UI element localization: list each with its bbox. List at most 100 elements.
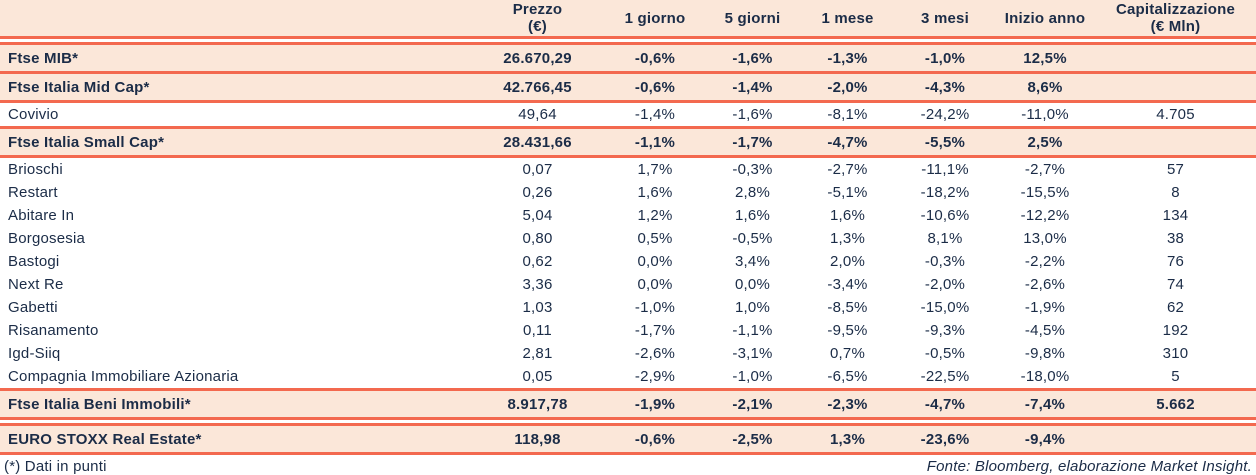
cell-inizio-anno: -15,5% [1020,184,1070,201]
cell-5-giorni: 0,0% [735,276,770,293]
cell-prezzo: 26.670,29 [503,49,572,67]
cell-inizio-anno: 12,5% [1023,49,1067,67]
cell-3-mesi: -24,2% [920,106,970,123]
cell-1-giorno: -1,1% [634,133,676,151]
cell-prezzo: 0,07 [522,161,553,178]
cell-3-mesi: -4,7% [924,395,966,413]
cell-1-giorno: -0,6% [634,430,676,448]
cell-5-giorni: -1,0% [732,368,773,385]
cell-3-mesi: -5,5% [924,133,966,151]
cell-1-giorno: -2,6% [634,345,676,362]
cell-1-giorno: -1,9% [634,395,676,413]
row-label: Next Re [8,276,64,293]
cell-inizio-anno: -11,0% [1021,106,1069,123]
table-footer: (*) Dati in punti Fonte: Bloomberg, elab… [0,455,1256,475]
cell-inizio-anno: -1,9% [1024,299,1066,316]
cell-inizio-anno: -2,7% [1024,161,1066,178]
row-label: Ftse Italia Mid Cap* [8,78,150,96]
cell-1-mese: -1,3% [827,49,868,67]
cell-1-giorno: 1,2% [637,207,673,224]
cell-5-giorni: -3,1% [732,345,773,362]
cell-prezzo: 1,03 [522,299,553,316]
cell-5-giorni: -2,5% [732,430,773,448]
cell-1-giorno: -1,0% [634,299,676,316]
cell-5-giorni: -2,1% [732,395,773,413]
cell-3-mesi: -0,5% [924,345,966,362]
cell-1-mese: -8,1% [827,106,868,123]
divider [0,100,1256,103]
cell-3-mesi: -9,3% [924,322,966,339]
cell-capitalizzazione: 310 [1162,345,1189,362]
cell-5-giorni: -1,4% [732,78,773,96]
cell-3-mesi: -11,1% [921,161,969,178]
cell-prezzo: 49,64 [518,106,557,123]
cell-capitalizzazione: 57 [1166,161,1185,178]
cell-1-giorno: -1,4% [634,106,676,123]
cell-3-mesi: 8,1% [927,230,963,247]
cell-capitalizzazione: 5 [1171,368,1180,385]
cell-prezzo: 28.431,66 [503,133,572,151]
row-label: EURO STOXX Real Estate* [8,430,202,448]
cell-5-giorni: -1,1% [732,322,773,339]
cell-capitalizzazione: 76 [1166,253,1185,270]
cell-5-giorni: -0,5% [732,230,773,247]
row-label: Compagnia Immobiliare Azionaria [8,368,239,385]
row-label: Ftse MIB* [8,49,79,67]
table-row: Covivio 49,64 -1,4% -1,6% -8,1% -24,2% -… [0,103,1256,126]
row-label: Restart [8,184,58,201]
table-row: Borgosesia 0,80 0,5% -0,5% 1,3% 8,1% 13,… [0,227,1256,250]
cell-3-mesi: -15,0% [920,299,970,316]
cell-3-mesi: -1,0% [924,49,966,67]
table-row: Igd-Siiq 2,81 -2,6% -3,1% 0,7% -0,5% -9,… [0,342,1256,365]
cell-1-mese: -5,1% [827,184,868,201]
cell-5-giorni: 1,6% [735,207,770,224]
cell-1-mese: -2,7% [827,161,868,178]
row-label: Abitare In [8,207,75,224]
table-row: Brioschi 0,07 1,7% -0,3% -2,7% -11,1% -2… [0,158,1256,181]
cell-capitalizzazione: 38 [1166,230,1185,247]
cell-1-giorno: 1,6% [637,184,673,201]
cell-1-mese: 1,6% [830,207,865,224]
cell-inizio-anno: -18,0% [1020,368,1070,385]
cell-prezzo: 0,80 [522,230,553,247]
cell-5-giorni: 2,8% [735,184,770,201]
cell-capitalizzazione: 5.662 [1156,395,1195,413]
divider [0,126,1256,129]
col-header-3-mesi: 3 mesi [921,9,969,27]
table-row: Ftse Italia Beni Immobili* 8.917,78 -1,9… [0,391,1256,417]
divider-double [0,36,1256,45]
cell-1-mese: 1,3% [830,430,865,448]
row-label: Covivio [8,106,59,123]
table-row: Restart 0,26 1,6% 2,8% -5,1% -18,2% -15,… [0,181,1256,204]
cell-5-giorni: -1,6% [732,49,773,67]
cell-capitalizzazione: 8 [1171,184,1180,201]
divider [0,452,1256,455]
col-header-capitalizzazione: Capitalizzazione (€ Mln) [1115,1,1236,35]
col-header-1-mese: 1 mese [821,9,874,27]
table-row: Ftse MIB* 26.670,29 -0,6% -1,6% -1,3% -1… [0,45,1256,71]
cell-inizio-anno: -9,8% [1024,345,1066,362]
row-label: Ftse Italia Small Cap* [8,133,165,151]
cell-inizio-anno: -2,6% [1024,276,1066,293]
cell-inizio-anno: -2,2% [1024,253,1066,270]
table-row: Gabetti 1,03 -1,0% 1,0% -8,5% -15,0% -1,… [0,296,1256,319]
cell-3-mesi: -10,6% [920,207,970,224]
divider [0,155,1256,158]
cell-prezzo: 0,05 [522,368,553,385]
cell-prezzo: 8.917,78 [507,395,568,413]
cell-3-mesi: -23,6% [920,430,970,448]
cell-1-giorno: 1,7% [637,161,673,178]
cell-capitalizzazione: 192 [1162,322,1189,339]
cell-1-mese: -8,5% [827,299,868,316]
table-header: Prezzo (€) 1 giorno 5 giorni 1 mese 3 me… [0,0,1256,36]
cell-1-giorno: 0,0% [637,276,673,293]
cell-prezzo: 0,62 [522,253,553,270]
divider-double [0,417,1256,426]
col-header-prezzo: Prezzo (€) [512,1,563,35]
cell-5-giorni: 3,4% [735,253,770,270]
table-row: Risanamento 0,11 -1,7% -1,1% -9,5% -9,3%… [0,319,1256,342]
cell-inizio-anno: -4,5% [1024,322,1066,339]
table-row: Compagnia Immobiliare Azionaria 0,05 -2,… [0,365,1256,388]
divider [0,388,1256,391]
